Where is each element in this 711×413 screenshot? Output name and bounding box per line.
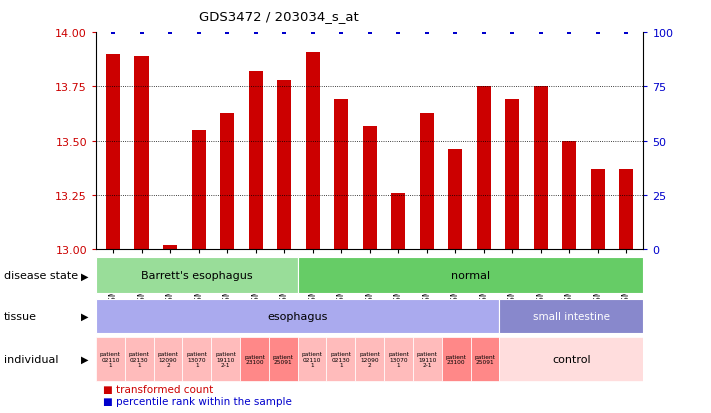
Bar: [298, 258, 643, 294]
Bar: [471, 337, 499, 381]
Bar: [163, 245, 177, 250]
Bar: [505, 100, 520, 250]
Text: patient
02110
1: patient 02110 1: [301, 351, 323, 367]
Bar: [211, 337, 240, 381]
Bar: [249, 72, 263, 250]
Text: GDS3472 / 203034_s_at: GDS3472 / 203034_s_at: [199, 10, 359, 23]
Text: tissue: tissue: [4, 311, 36, 321]
Text: patient
12090
2: patient 12090 2: [158, 351, 178, 367]
Bar: [363, 126, 377, 250]
Bar: [240, 337, 269, 381]
Bar: [413, 337, 442, 381]
Text: patient
19110
2-1: patient 19110 2-1: [215, 351, 236, 367]
Text: patient
25091: patient 25091: [474, 354, 496, 365]
Text: disease state: disease state: [4, 271, 77, 281]
Bar: [591, 170, 605, 250]
Text: patient
23100: patient 23100: [446, 354, 466, 365]
Bar: [534, 87, 548, 250]
Bar: [154, 337, 183, 381]
Bar: [306, 52, 320, 250]
Text: patient
13070
1: patient 13070 1: [186, 351, 208, 367]
Text: patient
23100: patient 23100: [244, 354, 265, 365]
Bar: [391, 193, 405, 250]
Bar: [106, 55, 120, 250]
Text: normal: normal: [451, 271, 490, 281]
Text: esophagus: esophagus: [267, 311, 328, 321]
Bar: [499, 337, 643, 381]
Text: control: control: [552, 354, 591, 364]
Bar: [384, 337, 413, 381]
Bar: [269, 337, 298, 381]
Bar: [96, 337, 125, 381]
Text: ■ transformed count: ■ transformed count: [103, 384, 213, 394]
Bar: [562, 141, 577, 250]
Text: patient
13070
1: patient 13070 1: [388, 351, 409, 367]
Bar: [442, 337, 471, 381]
Bar: [298, 337, 326, 381]
Bar: [191, 131, 205, 250]
Bar: [334, 100, 348, 250]
Text: patient
12090
2: patient 12090 2: [359, 351, 380, 367]
Bar: [619, 170, 634, 250]
Bar: [448, 150, 462, 250]
Bar: [96, 258, 298, 294]
Bar: [134, 57, 149, 250]
Bar: [356, 337, 384, 381]
Bar: [419, 113, 434, 250]
Text: patient
25091: patient 25091: [273, 354, 294, 365]
Text: ▶: ▶: [81, 354, 89, 364]
Text: individual: individual: [4, 354, 58, 364]
Bar: [96, 299, 499, 333]
Text: patient
19110
2-1: patient 19110 2-1: [417, 351, 438, 367]
Bar: [277, 81, 292, 250]
Bar: [220, 113, 235, 250]
Text: ▶: ▶: [81, 271, 89, 281]
Text: ▶: ▶: [81, 311, 89, 321]
Text: patient
02130
1: patient 02130 1: [331, 351, 351, 367]
Text: patient
02130
1: patient 02130 1: [129, 351, 149, 367]
Bar: [183, 337, 211, 381]
Text: patient
02110
1: patient 02110 1: [100, 351, 121, 367]
Text: Barrett's esophagus: Barrett's esophagus: [141, 271, 252, 281]
Bar: [476, 87, 491, 250]
Bar: [125, 337, 154, 381]
Text: ■ percentile rank within the sample: ■ percentile rank within the sample: [103, 396, 292, 406]
Text: small intestine: small intestine: [533, 311, 610, 321]
Bar: [499, 299, 643, 333]
Bar: [326, 337, 356, 381]
